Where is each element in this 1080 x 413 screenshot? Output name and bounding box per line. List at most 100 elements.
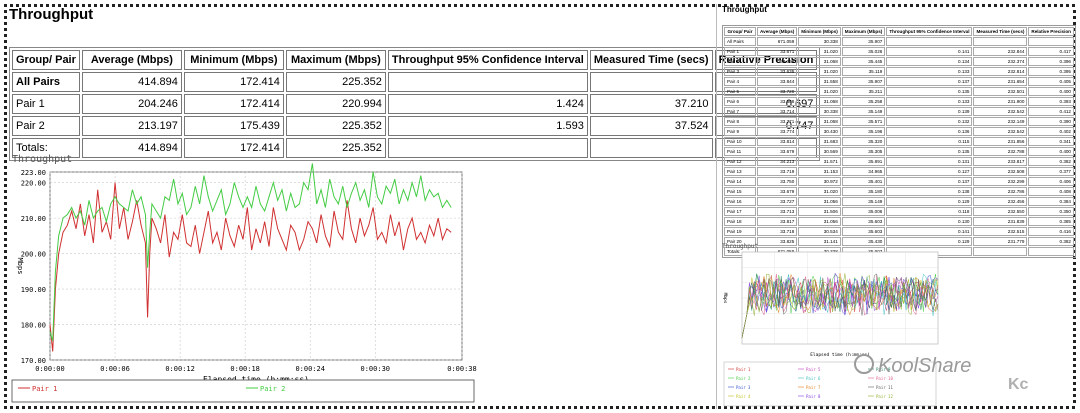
table-cell: 0.408 xyxy=(1028,187,1074,196)
table-cell: 35.196 xyxy=(841,127,886,136)
x-tick-label: 0:00:18 xyxy=(230,365,260,373)
legend-label: Pair 11 xyxy=(876,385,893,390)
throughput-chart-left: Throughput 170.00 180.00 190.00 200.00 210.00… xyxy=(11,154,477,403)
table-cell: 33.750 xyxy=(757,177,798,186)
table-cell: 33.719 xyxy=(757,167,798,176)
table-row: Pair 16 33.727 31.056 35.149 0.129 232.456 0.3… xyxy=(724,197,1074,206)
row-label: Pair 20 xyxy=(724,237,756,246)
table-row: Pair 13 33.719 31.153 34.965 0.127 232.508 0.3… xyxy=(724,167,1074,176)
series-line-2 xyxy=(49,163,452,341)
table-cell xyxy=(589,138,713,158)
table-cell: 0.137 xyxy=(886,77,973,86)
table-cell: 0.127 xyxy=(886,167,973,176)
table-cell: 232.508 xyxy=(973,167,1028,176)
table-cell: 232.786 xyxy=(973,187,1028,196)
table-row: Pair 8 33.771 31.068 35.571 0.132 232.149 0.39… xyxy=(724,117,1074,126)
table-cell: 414.894 xyxy=(81,138,182,158)
table-cell: 31.506 xyxy=(798,207,841,216)
legend-label: Pair 4 xyxy=(736,394,751,399)
table-cell: 35.401 xyxy=(841,177,886,186)
table-cell xyxy=(973,37,1028,46)
table-cell: 35.211 xyxy=(841,87,886,96)
row-label: Pair 8 xyxy=(724,117,756,126)
row-label: Totals: xyxy=(724,247,756,256)
table-cell: 31.068 xyxy=(798,97,841,106)
table-cell: 33.771 xyxy=(757,117,798,126)
table-cell: 33.671 xyxy=(757,47,798,56)
table-cell: 31.068 xyxy=(798,57,841,66)
table-cell: 35.430 xyxy=(841,237,886,246)
table-cell: 0.393 xyxy=(1028,97,1074,106)
right-results-table: Group/ Pair Average (Mbps) Minimum (Mbps) M… xyxy=(722,25,1076,258)
table-cell xyxy=(387,72,588,92)
table-cell: 0.382 xyxy=(1028,237,1074,246)
table-cell: 35.891 xyxy=(841,157,886,166)
table-cell: 33.635 xyxy=(757,67,798,76)
table-cell: 35.006 xyxy=(841,207,886,216)
table-cell: 34.213 xyxy=(757,157,798,166)
table-cell: 33.817 xyxy=(757,217,798,226)
table-cell: 232.814 xyxy=(973,67,1028,76)
table-row: Pair 3 33.635 31.020 35.119 0.133 232.814 0.39… xyxy=(724,67,1074,76)
table-cell: 0.130 xyxy=(886,217,973,226)
table-cell: 33.713 xyxy=(757,207,798,216)
table-cell: 0.135 xyxy=(886,147,973,156)
table-cell: 34.965 xyxy=(841,167,886,176)
row-label: Pair 11 xyxy=(724,147,756,156)
watermark-text: KoolShare xyxy=(878,355,972,377)
legend-label: Pair 10 xyxy=(876,376,893,381)
column-header: Throughput 95% Confidence Interval xyxy=(387,50,588,70)
table-cell: 172.414 xyxy=(183,72,284,92)
table-row: Pair 10 33.814 31.683 35.320 0.115 231.856 0.3… xyxy=(724,137,1074,146)
table-cell: 0.377 xyxy=(1028,167,1074,176)
table-row: Pair 17 33.713 31.506 35.006 0.118 232.550 0.3… xyxy=(724,207,1074,216)
table-row: Pair 2 33.739 31.068 35.445 0.134 232.374 0.39… xyxy=(724,57,1074,66)
column-header: Maximum (Mbps) xyxy=(841,27,886,36)
table-cell: 0.417 xyxy=(1028,47,1074,56)
row-label: Pair 1 xyxy=(12,94,80,114)
table-cell: 35.603 xyxy=(841,227,886,236)
table-cell xyxy=(886,37,973,46)
x-axis-label: Elapsed time (h:mm:ss) xyxy=(810,352,870,358)
table-cell: 31.141 xyxy=(798,237,841,246)
y-tick-label: 200.00 xyxy=(21,251,46,259)
row-label: Pair 14 xyxy=(724,177,756,186)
row-label: Pair 15 xyxy=(724,187,756,196)
section-divider xyxy=(716,4,717,409)
column-header: Minimum (Mbps) xyxy=(183,50,284,70)
table-cell: 0.139 xyxy=(886,107,973,116)
table-header-row: Group/ Pair Average (Mbps) Minimum (Mbps) M… xyxy=(724,27,1074,36)
table-cell: 31.558 xyxy=(798,77,841,86)
column-header: Relative Precision xyxy=(1028,27,1074,36)
table-cell: 231.654 xyxy=(973,77,1028,86)
wechat-logo-icon xyxy=(854,354,874,374)
series-line-1 xyxy=(49,182,452,352)
table-cell: 233.817 xyxy=(973,157,1028,166)
table-cell: 35.119 xyxy=(841,67,886,76)
table-cell: 232.456 xyxy=(973,197,1028,206)
table-cell: 0.138 xyxy=(886,187,973,196)
table-cell: 0.118 xyxy=(886,207,973,216)
table-row: All Pairs 414.894 172.414 225.352 xyxy=(12,72,818,92)
table-cell: 35.026 xyxy=(841,47,886,56)
table-row: Pair 18 33.817 31.056 35.603 0.130 231.839 0.3… xyxy=(724,217,1074,226)
legend-label: Pair 1 xyxy=(736,367,751,372)
row-label: Pair 9 xyxy=(724,127,756,136)
table-cell: 0.135 xyxy=(886,87,973,96)
table-row: Pair 7 33.714 30.338 35.149 0.139 232.542 0.41… xyxy=(724,107,1074,116)
table-cell: 232.374 xyxy=(973,57,1028,66)
table-cell: 30.338 xyxy=(798,37,841,46)
x-tick-label: 0:00:30 xyxy=(361,365,391,373)
legend-label: Pair 2 xyxy=(736,376,751,381)
table-cell: 35.305 xyxy=(841,147,886,156)
table-cell: 30.972 xyxy=(798,177,841,186)
table-row: Pair 1 204.246 172.414 220.994 1.424 37.210 0.… xyxy=(12,94,818,114)
table-cell: 1.593 xyxy=(387,116,588,136)
row-label: Pair 5 xyxy=(724,87,756,96)
row-label: All Pairs xyxy=(12,72,80,92)
table-cell: 31.020 xyxy=(798,187,841,196)
row-label: Pair 10 xyxy=(724,137,756,146)
table-cell: 35.907 xyxy=(841,77,886,86)
table-cell: 31.056 xyxy=(798,217,841,226)
table-row: Pair 15 33.679 31.020 35.180 0.138 232.786 0.4… xyxy=(724,187,1074,196)
